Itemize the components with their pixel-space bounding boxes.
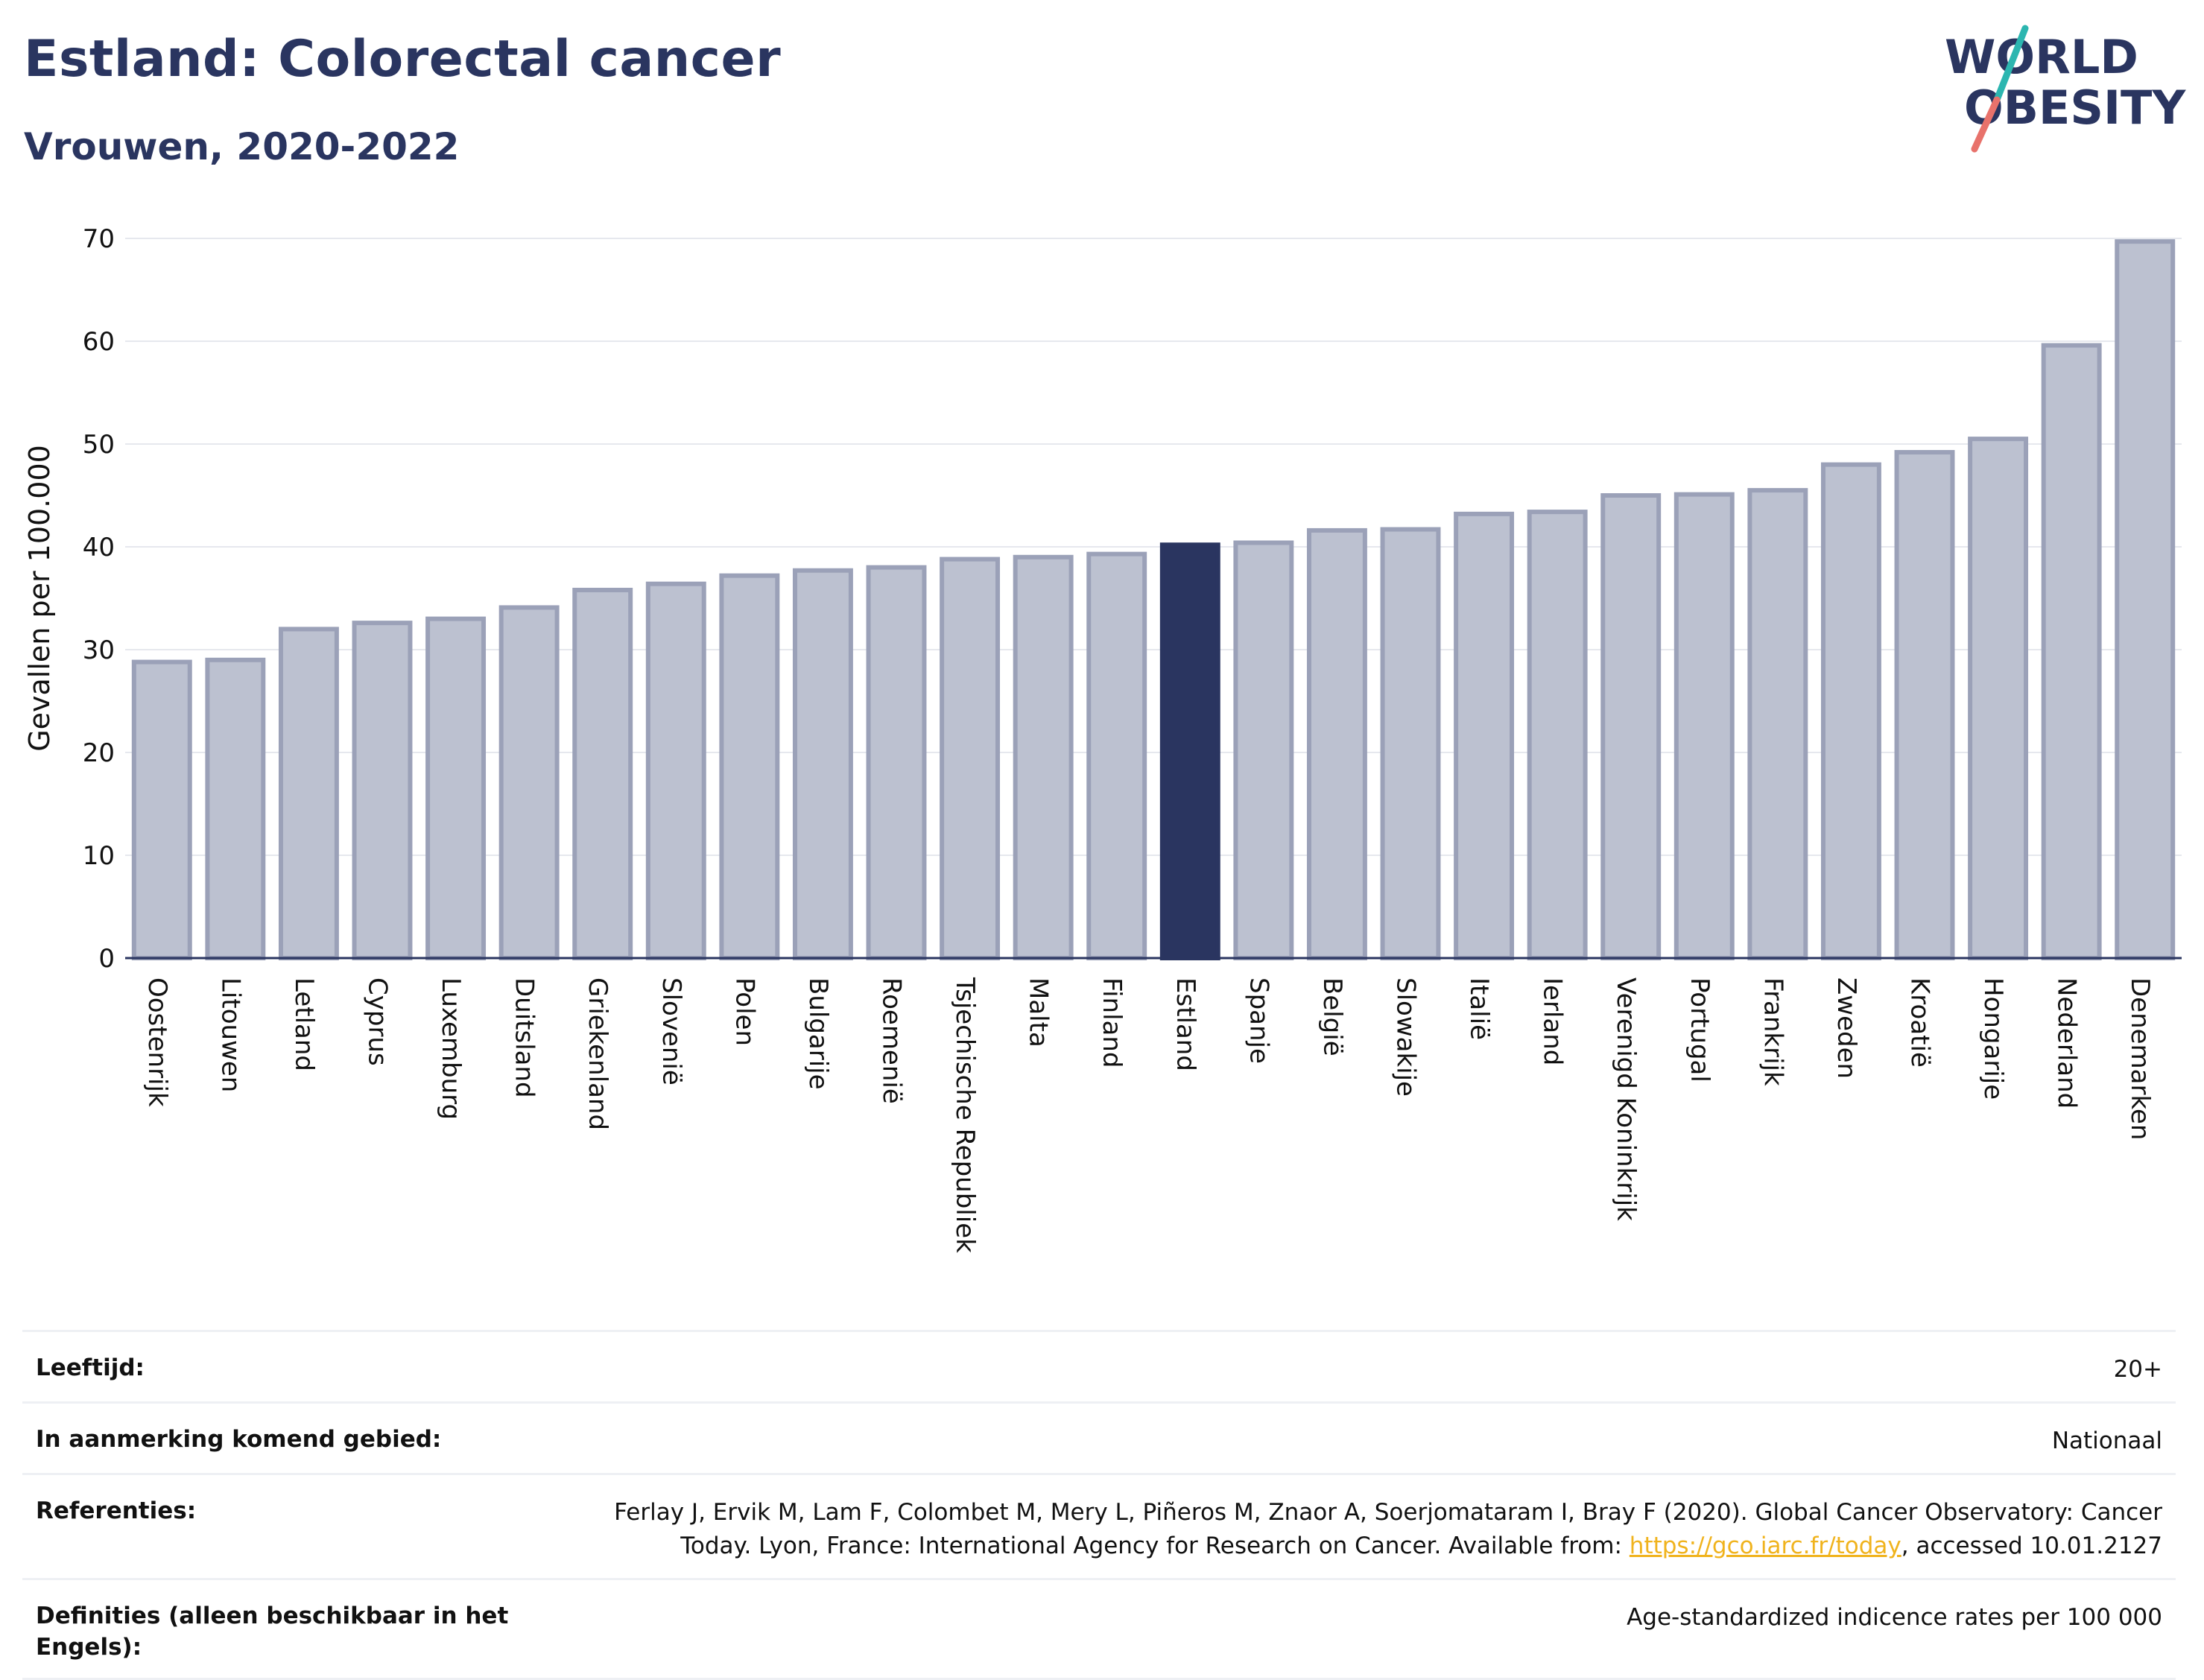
y-tick-label: 20 [83,738,115,768]
y-axis-label: Gevallen per 100.000 [23,445,56,752]
x-tick-label: Polen [729,977,759,1046]
x-tick-label: Nederland [2052,977,2082,1109]
y-tick-label: 0 [98,944,115,974]
bar-bulgarije [792,568,853,960]
bar-zweden [1820,462,1881,961]
bar-portugal [1673,492,1735,960]
bar-spanje [1233,540,1294,961]
info-row-area: In aanmerking komend gebied: Nationaal [22,1401,2176,1473]
world-obesity-logo: WORLD OBESITY [1945,25,2186,153]
definitions-value: Age-standardized indicence rates per 100… [1627,1603,2162,1631]
bar-luxemburg [425,616,487,960]
x-tick-label: Finland [1097,977,1127,1068]
bar-frankrijk [1747,488,1808,961]
x-tick-label: Tsjechische Republiek [950,977,980,1253]
bar-chart: 0 10 20 30 40 50 60 70 Oostenrijk Litouwen Letlan… [23,224,2182,1253]
x-tick-label: Bulgarije [803,977,833,1090]
x-tick-label: Slowakije [1391,977,1421,1097]
bars [131,239,2176,961]
logo-word-obesity: OBESITY [1964,80,2186,135]
bar-sloveni- [645,581,706,960]
bar-slowakije [1380,527,1441,961]
bar-duitsland [498,605,560,960]
y-tick-label: 40 [83,533,115,562]
bar-estland [1159,542,1220,960]
logo-slash-teal [1993,25,2029,104]
references-text-1: Ferlay J, Ervik M, Lam F, Colombet M, Me… [614,1498,2162,1526]
chart-subtitle: Vrouwen, 2020-2022 [24,125,460,168]
definitions-label: Definities (alleen beschikbaar in het En… [36,1602,509,1661]
info-row-definitions: Definities (alleen beschikbaar in het En… [22,1577,2176,1680]
age-label: Leeftijd: [36,1354,145,1381]
bar-malta [1013,554,1074,960]
info-table: Leeftijd: 20+ In aanmerking komend gebie… [22,1330,2176,1680]
x-tick-label: Portugal [1685,977,1714,1083]
y-tick-label: 30 [83,635,115,665]
x-tick-label: Frankrijk [1758,977,1787,1086]
bar-griekenland [572,587,633,960]
bar-ierland [1527,510,1588,960]
references-value: Ferlay J, Ervik M, Lam F, Colombet M, Me… [513,1496,2162,1563]
x-tick-label: België [1317,977,1347,1056]
x-tick-label: Hongarije [1978,977,2008,1100]
bar-itali- [1454,511,1515,960]
references-link[interactable]: https://gco.iarc.fr/today [1629,1532,1901,1559]
bar-belgi- [1306,527,1367,961]
x-tick-label: Luxemburg [436,977,466,1120]
bar-hongarije [1968,437,2029,961]
x-tick-label: Griekenland [583,977,612,1130]
chart-title: Estland: Colorectal cancer [24,30,782,89]
bar-finland [1086,551,1147,961]
x-tick-label: Litouwen [215,977,245,1092]
bar-letland [278,627,339,961]
x-tick-labels: Oostenrijk Litouwen Letland Cyprus Luxemburg… [142,977,2155,1253]
x-tick-label: Ierland [1538,977,1568,1065]
area-label: In aanmerking komend gebied: [36,1425,442,1453]
x-tick-label: Cyprus [363,977,393,1066]
x-tick-label: Duitsland [510,977,539,1098]
x-tick-label: Italië [1464,977,1494,1040]
bar-cyprus [352,621,413,960]
bar-kroati- [1894,450,1955,961]
info-row-references: Referenties: Ferlay J, Ervik M, Lam F, C… [22,1472,2176,1578]
y-tick-labels: 0 10 20 30 40 50 60 70 [83,224,115,974]
bar-oostenrijk [131,659,192,960]
bar-litouwen [205,657,266,960]
logo-slash-coral [1971,96,2001,153]
bar-tsjechische-republiek [940,557,1001,960]
bar-roemeni- [866,565,927,961]
y-tick-label: 50 [83,430,115,460]
y-tick-label: 70 [83,224,115,254]
x-tick-label: Zweden [1831,977,1861,1079]
x-tick-label: Letland [289,977,319,1071]
references-label: Referenties: [36,1497,197,1524]
references-text-2: Today. Lyon, France: International Agenc… [680,1532,1630,1559]
age-value: 20+ [2113,1356,2162,1383]
x-tick-label: Oostenrijk [142,977,172,1107]
y-tick-label: 60 [83,327,115,357]
bar-polen [719,573,780,960]
x-tick-label: Kroatië [1905,977,1935,1068]
x-tick-label: Estland [1171,977,1200,1071]
info-row-age: Leeftijd: 20+ [22,1330,2176,1401]
logo-word-world: WORLD [1945,30,2138,84]
area-value: Nationaal [2051,1427,2162,1454]
references-text-3: , accessed 10.01.2127 [1901,1532,2162,1559]
bar-nederland [2041,343,2102,960]
bar-verenigd-koninkrijk [1600,493,1662,960]
x-tick-label: Spanje [1244,977,1273,1064]
bar-denemarken [2115,239,2176,960]
x-tick-label: Denemarken [2125,977,2155,1140]
x-tick-label: Verenigd Koninkrijk [1611,977,1641,1221]
x-tick-label: Slovenië [656,977,686,1085]
x-tick-label: Roemenië [877,977,907,1104]
y-tick-label: 10 [83,841,115,871]
x-tick-label: Malta [1024,977,1054,1047]
